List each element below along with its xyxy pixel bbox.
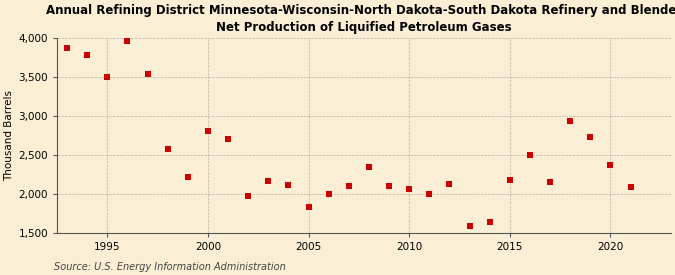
Point bbox=[605, 163, 616, 167]
Point bbox=[82, 53, 92, 57]
Point bbox=[585, 135, 596, 139]
Point bbox=[444, 181, 455, 186]
Text: Source: U.S. Energy Information Administration: Source: U.S. Energy Information Administ… bbox=[54, 262, 286, 272]
Point bbox=[323, 191, 334, 196]
Point bbox=[182, 174, 193, 179]
Point bbox=[162, 146, 173, 151]
Title: Annual Refining District Minnesota-Wisconsin-North Dakota-South Dakota Refinery : Annual Refining District Minnesota-Wisco… bbox=[46, 4, 675, 34]
Point bbox=[243, 194, 254, 198]
Point bbox=[565, 118, 576, 123]
Point bbox=[142, 72, 153, 76]
Point bbox=[364, 165, 375, 169]
Point bbox=[223, 137, 234, 141]
Point bbox=[263, 179, 273, 183]
Point bbox=[102, 75, 113, 79]
Point bbox=[545, 180, 556, 184]
Point bbox=[424, 192, 435, 197]
Point bbox=[504, 177, 515, 182]
Point bbox=[303, 205, 314, 209]
Point bbox=[122, 39, 133, 43]
Point bbox=[625, 185, 636, 189]
Point bbox=[484, 219, 495, 224]
Point bbox=[383, 184, 394, 188]
Point bbox=[524, 153, 535, 157]
Y-axis label: Thousand Barrels: Thousand Barrels bbox=[4, 90, 14, 181]
Point bbox=[464, 224, 475, 229]
Point bbox=[202, 129, 213, 134]
Point bbox=[61, 46, 72, 50]
Point bbox=[404, 187, 414, 191]
Point bbox=[344, 184, 354, 188]
Point bbox=[283, 183, 294, 187]
